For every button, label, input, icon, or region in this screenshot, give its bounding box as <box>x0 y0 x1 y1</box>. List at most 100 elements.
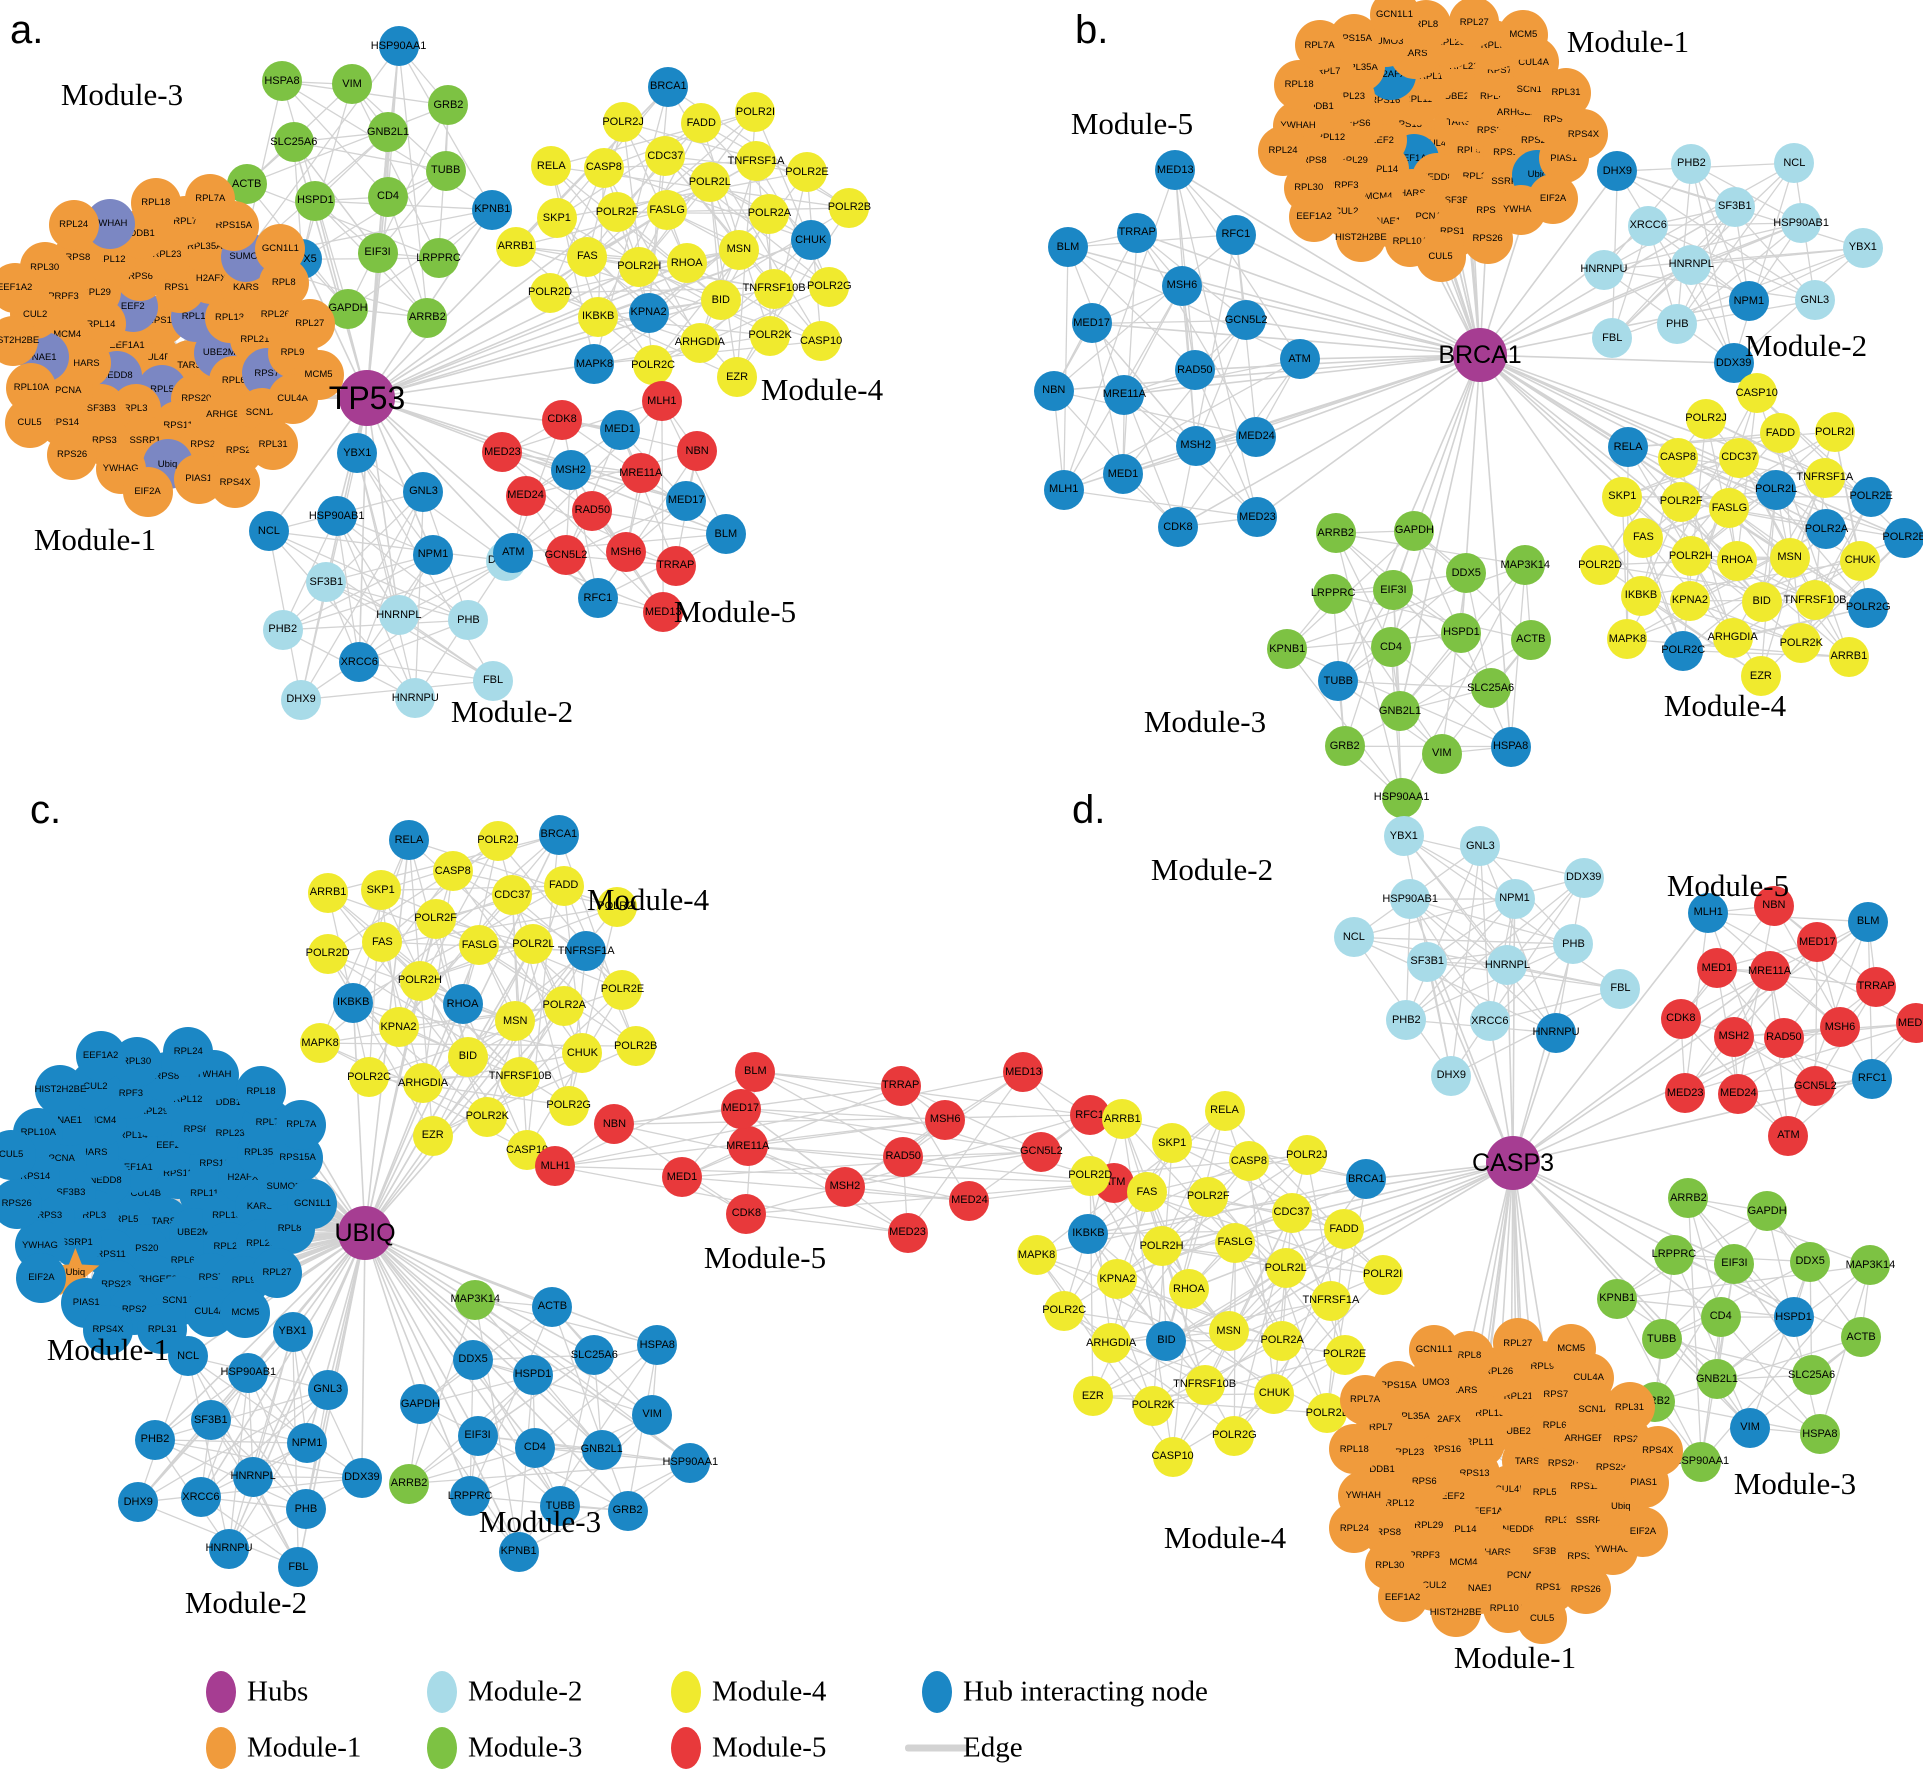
node-ARRB2[interactable]: ARRB2 <box>407 297 448 338</box>
node-YBX1[interactable]: YBX1 <box>337 433 378 474</box>
node-DDX5[interactable]: DDX5 <box>1790 1241 1831 1282</box>
node-FAS[interactable]: FAS <box>1623 517 1664 558</box>
node-NPM1[interactable]: NPM1 <box>412 534 453 575</box>
node-RPS26[interactable]: RPS26 <box>1462 213 1513 264</box>
node-HSPA8[interactable]: HSPA8 <box>261 61 302 102</box>
node-MLH1[interactable]: MLH1 <box>1688 892 1729 933</box>
node-POLR2K[interactable]: POLR2K <box>1780 623 1823 664</box>
node-RFC1[interactable]: RFC1 <box>1215 214 1256 255</box>
node-HSPD1[interactable]: HSPD1 <box>295 180 336 221</box>
node-HSPD1[interactable]: HSPD1 <box>512 1354 553 1395</box>
node-MSN[interactable]: MSN <box>1208 1311 1249 1352</box>
node-HNRNPU[interactable]: HNRNPU <box>1580 249 1627 290</box>
node-CDC37[interactable]: CDC37 <box>492 875 533 916</box>
node-HSPA8[interactable]: HSPA8 <box>637 1325 678 1366</box>
node-BLM[interactable]: BLM <box>735 1051 776 1092</box>
node-TNFRSF1A[interactable]: TNFRSF1A <box>558 931 615 972</box>
node-GNL3[interactable]: GNL3 <box>1460 826 1501 867</box>
node-TUBB[interactable]: TUBB <box>540 1486 581 1527</box>
node-MED13[interactable]: MED13 <box>1155 150 1196 191</box>
node-EIF3I[interactable]: EIF3I <box>357 232 398 273</box>
node-MSH6[interactable]: MSH6 <box>1161 265 1202 306</box>
node-EEF1A2[interactable]: EEF1A2 <box>1377 1572 1428 1623</box>
node-EZR[interactable]: EZR <box>1740 656 1781 697</box>
node-MAP3K14[interactable]: MAP3K14 <box>451 1279 500 1320</box>
node-KPNB1[interactable]: KPNB1 <box>472 189 513 230</box>
node-FAS[interactable]: FAS <box>567 236 608 277</box>
node-KPNB1[interactable]: KPNB1 <box>1267 629 1308 670</box>
node-YWHAH[interactable]: YWHAH <box>84 198 135 249</box>
node-RPL27[interactable]: RPL27 <box>284 299 335 350</box>
node-ARRB1[interactable]: ARRB1 <box>495 226 536 267</box>
node-NCL[interactable]: NCL <box>1774 143 1815 184</box>
node-MCM5[interactable]: MCM5 <box>1546 1323 1597 1374</box>
node-MSH2[interactable]: MSH2 <box>824 1166 865 1207</box>
node-ATM[interactable]: ATM <box>1768 1115 1809 1156</box>
node-YBX1[interactable]: YBX1 <box>1842 227 1883 268</box>
node-TNFRSF1A[interactable]: TNFRSF1A <box>1302 1280 1359 1321</box>
node-KPNA2[interactable]: KPNA2 <box>378 1007 419 1048</box>
node-HNRNPL[interactable]: HNRNPL <box>231 1456 276 1497</box>
node-MSH2[interactable]: MSH2 <box>550 450 591 490</box>
node-MLH1[interactable]: MLH1 <box>641 381 682 421</box>
node-FBL[interactable]: FBL <box>278 1547 319 1588</box>
node-MSH2[interactable]: MSH2 <box>1713 1016 1754 1057</box>
node-POLR2I[interactable]: POLR2I <box>596 886 637 927</box>
node-MED23[interactable]: MED23 <box>1665 1073 1706 1114</box>
node-LRPPRC[interactable]: LRPPRC <box>416 238 461 279</box>
node-DHX9[interactable]: DHX9 <box>1597 151 1638 192</box>
node-YBX1[interactable]: YBX1 <box>272 1311 313 1352</box>
node-MSH2[interactable]: MSH2 <box>1175 425 1216 466</box>
hub-CASP3[interactable]: CASP3 <box>1472 1136 1554 1190</box>
node-POLR2G[interactable]: POLR2G <box>1846 587 1891 628</box>
node-GCN5L2[interactable]: GCN5L2 <box>1794 1066 1837 1107</box>
node-MED17[interactable]: MED17 <box>666 480 707 521</box>
node-MSN[interactable]: MSN <box>1769 537 1810 578</box>
node-RPL31[interactable]: RPL31 <box>1604 1382 1655 1433</box>
node-DDX39[interactable]: DDX39 <box>341 1457 382 1498</box>
node-POLR2A[interactable]: POLR2A <box>1260 1320 1304 1361</box>
node-POLR2J[interactable]: POLR2J <box>1286 1135 1328 1176</box>
node-MED24[interactable]: MED24 <box>505 475 546 516</box>
node-BLM[interactable]: BLM <box>705 514 746 555</box>
node-RPL31[interactable]: RPL31 <box>248 419 299 470</box>
node-MAPK8[interactable]: MAPK8 <box>574 344 615 385</box>
node-TRRAP[interactable]: TRRAP <box>880 1065 921 1106</box>
node-RPL7A[interactable]: RPL7A <box>1340 1374 1391 1425</box>
node-NBN[interactable]: NBN <box>1033 370 1074 411</box>
node-KPNA2[interactable]: KPNA2 <box>1097 1259 1138 1300</box>
node-POLR2G[interactable]: POLR2G <box>1212 1415 1257 1456</box>
node-MRE11A[interactable]: MRE11A <box>1103 374 1146 415</box>
node-HNRNPU[interactable]: HNRNPU <box>205 1528 253 1569</box>
node-RAD50[interactable]: RAD50 <box>1174 350 1215 391</box>
hub-BRCA1[interactable]: BRCA1 <box>1438 328 1522 382</box>
node-POLR2I[interactable]: POLR2I <box>1362 1254 1403 1295</box>
node-MED23[interactable]: MED23 <box>887 1212 928 1253</box>
node-RELA[interactable]: RELA <box>388 820 429 861</box>
node-RPL27[interactable]: RPL27 <box>1449 0 1500 48</box>
node-POLR2L[interactable]: POLR2L <box>1755 469 1797 510</box>
node-DDX39[interactable]: DDX39 <box>1563 857 1604 898</box>
node-CHUK[interactable]: CHUK <box>1840 540 1881 581</box>
node-BLM[interactable]: BLM <box>1047 227 1088 268</box>
node-LRPPRC[interactable]: LRPPRC <box>1652 1234 1696 1275</box>
node-SKP1[interactable]: SKP1 <box>1602 476 1643 517</box>
node-RPL24[interactable]: RPL24 <box>163 1027 214 1078</box>
node-CDK8[interactable]: CDK8 <box>1660 998 1701 1039</box>
node-FBL[interactable]: FBL <box>1600 968 1641 1009</box>
node-FASLG[interactable]: FASLG <box>1709 488 1750 529</box>
node-RPL18[interactable]: RPL18 <box>130 177 181 228</box>
node-MLH1[interactable]: MLH1 <box>1043 469 1084 510</box>
node-FASLG[interactable]: FASLG <box>459 925 500 966</box>
node-EZR[interactable]: EZR <box>412 1115 453 1156</box>
node-RELA[interactable]: RELA <box>1204 1090 1245 1131</box>
node-GNB2L1[interactable]: GNB2L1 <box>1379 691 1421 732</box>
node-EIF2A[interactable]: EIF2A <box>1528 174 1579 225</box>
node-POLR2F[interactable]: POLR2F <box>414 898 457 939</box>
node-RPL24[interactable]: RPL24 <box>1258 126 1309 177</box>
node-CHUK[interactable]: CHUK <box>1254 1373 1295 1414</box>
node-POLR2E[interactable]: POLR2E <box>1323 1334 1366 1375</box>
node-TNFRSF10B[interactable]: TNFRSF10B <box>489 1056 552 1097</box>
node-HIST2H2BE[interactable]: HIST2H2BE <box>1335 212 1387 263</box>
node-ACTB[interactable]: ACTB <box>226 164 267 205</box>
